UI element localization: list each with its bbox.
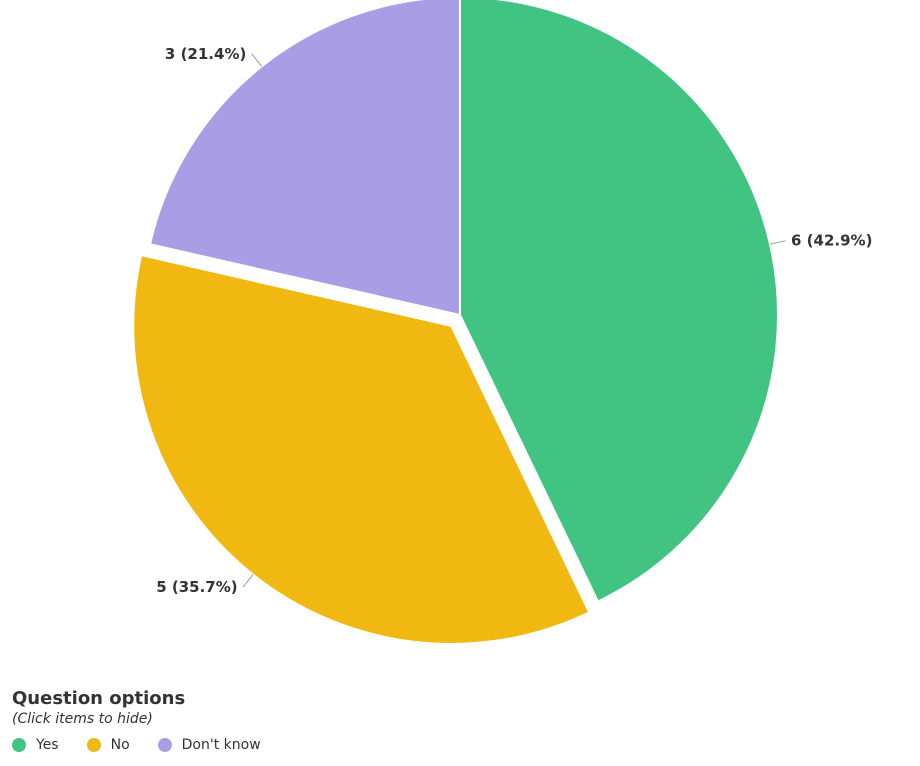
data-label-no: 5 (35.7%): [156, 578, 237, 596]
legend-item-dont-know[interactable]: Don't know: [157, 736, 261, 754]
legend-dot-no-icon: [86, 738, 101, 752]
legend-item-yes[interactable]: Yes: [12, 736, 59, 754]
legend-dot-dont-know-icon: [157, 738, 172, 752]
legend-items: Yes No Don't know: [12, 736, 289, 754]
label-connector-dont-know: [251, 53, 263, 67]
label-connectors: [242, 53, 786, 588]
legend-label-no: No: [110, 737, 130, 753]
data-labels: 6 (42.9%) 5 (35.7%) 3 (21.4%): [156, 45, 872, 596]
label-connector-no: [242, 574, 254, 588]
data-label-yes: 6 (42.9%): [791, 232, 872, 250]
legend-label-yes: Yes: [36, 737, 59, 753]
data-label-dont-know: 3 (21.4%): [165, 45, 246, 63]
legend-title: Question options: [12, 688, 186, 709]
legend: Question options (Click items to hide) Y…: [12, 688, 289, 754]
pie-slice-yes[interactable]: [459, 0, 779, 603]
pie-slices: [132, 0, 779, 645]
pie-slice-dont-know[interactable]: [148, 0, 461, 316]
legend-label-dont-know: Don't know: [181, 737, 261, 753]
legend-item-no[interactable]: No: [86, 736, 130, 754]
label-connector-yes: [769, 240, 786, 245]
pie-slice-no[interactable]: [132, 254, 591, 645]
legend-dot-yes-icon: [12, 738, 26, 752]
legend-subtitle: (Click items to hide): [12, 711, 153, 727]
pie-chart: 6 (42.9%) 5 (35.7%) 3 (21.4%): [132, 0, 872, 645]
